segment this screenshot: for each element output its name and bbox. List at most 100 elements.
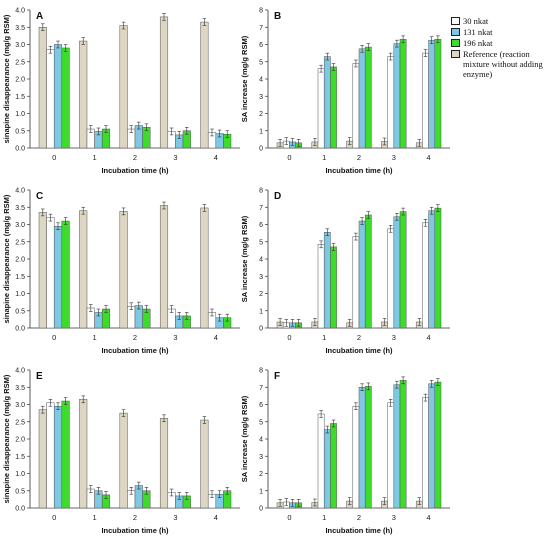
panel-b-x-tick-label: 2 <box>357 153 361 162</box>
panel-e-y-tick-label: 3.5 <box>15 385 25 392</box>
panel-e-bar <box>200 419 209 509</box>
panel-b-bar <box>399 39 407 149</box>
panel-d-bar <box>364 214 372 329</box>
panel-e-y-tick-label: 3.0 <box>15 402 25 409</box>
panel-b-y-tick-label: 2 <box>259 111 263 118</box>
panel-b-bar <box>317 68 325 149</box>
panel-d-x-tick-label: 0 <box>287 333 291 342</box>
panel-c-y-tick-label: 1.0 <box>15 291 25 298</box>
legend-label: 196 nkat <box>463 38 493 48</box>
panel-e-y-tick-label: 4.0 <box>15 368 25 375</box>
panel-c-bar <box>61 220 70 329</box>
panel-f-y-tick-label: 2 <box>259 471 263 478</box>
panel-d-y-axis-label: SA increase (mg/g RSM) <box>240 215 249 302</box>
panel-c-y-tick-label: 0.0 <box>15 326 25 333</box>
panel-c-bar <box>53 225 63 329</box>
panel-b-bar <box>323 56 331 149</box>
panel-f-x-tick-label: 1 <box>322 513 326 522</box>
panel-b-y-tick-label: 5 <box>259 59 263 66</box>
panel-d-y-tick-label: 2 <box>259 291 263 298</box>
panel-d-x-tick-label: 1 <box>322 333 326 342</box>
panel-a-letter: A <box>36 11 43 22</box>
panel-a-y-tick-label: 2.5 <box>15 59 25 66</box>
panel-a-bar <box>38 27 47 149</box>
panel-a-bar <box>200 21 209 149</box>
panel-f-bar <box>422 397 429 509</box>
panel-f-bar <box>317 413 325 509</box>
panel-a-x-tick-label: 2 <box>133 153 137 162</box>
legend-label: 131 nkat <box>463 27 493 37</box>
panel-c-y-tick-label: 1.5 <box>15 274 25 281</box>
panel-f-y-tick-label: 8 <box>259 368 263 375</box>
panel-d-y-tick-label: 1 <box>259 308 263 315</box>
panel-e-y-axis-label: sinapine disappearance (mg/g RSM) <box>2 374 11 503</box>
panel-f-x-tick-label: 3 <box>392 513 396 522</box>
panel-a-x-tick-label: 4 <box>214 153 218 162</box>
panel-b-y-tick-label: 4 <box>259 77 263 84</box>
panel-b-y-tick-label: 0 <box>259 146 263 153</box>
panel-a-y-tick-label: 0.0 <box>15 146 25 153</box>
panel-b-bar <box>393 43 401 149</box>
panel-c-x-tick-label: 1 <box>93 333 97 342</box>
panel-f-y-tick-label: 6 <box>259 402 263 409</box>
panel-a-y-tick-label: 2.0 <box>15 77 25 84</box>
panel-d-y-tick-label: 8 <box>259 188 263 195</box>
panel-e-x-tick-label: 1 <box>93 513 97 522</box>
legend: 30 nkat 131 nkat 196 nkat Reference (reacti… <box>451 16 543 80</box>
panel-c-bar <box>200 207 209 329</box>
panel-c-y-axis-label: sinapine disappearance (mg/g RSM) <box>2 194 11 323</box>
panel-a-y-tick-label: 3.0 <box>15 42 25 49</box>
panel-a-x-tick-label: 1 <box>93 153 97 162</box>
panel-c-letter: C <box>36 191 43 202</box>
panel-e-bar <box>46 402 55 509</box>
panel-b-bar <box>364 46 372 149</box>
panel-d-bar <box>399 211 407 329</box>
panel-f-letter: F <box>274 371 280 382</box>
panel-e-x-tick-label: 4 <box>214 513 218 522</box>
panel-b-bar <box>387 56 395 149</box>
panel-d-x-tick-label: 4 <box>427 333 431 342</box>
panel-c-y-tick-label: 2.0 <box>15 257 25 264</box>
panel-d-letter: D <box>274 191 281 202</box>
legend-swatch <box>451 50 460 58</box>
legend-item: 30 nkat <box>451 16 543 26</box>
panel-b-y-tick-label: 7 <box>259 25 263 32</box>
panel-d-y-tick-label: 3 <box>259 274 263 281</box>
panel-d-bar <box>387 228 395 329</box>
legend-swatch <box>451 39 460 47</box>
panel-b-bar <box>422 52 429 149</box>
panel-a-x-axis-label: Incubation time (h) <box>101 166 169 175</box>
panel-c-bar <box>46 217 55 329</box>
legend-item: 196 nkat <box>451 38 543 48</box>
panel-d-bar <box>422 222 429 329</box>
panel-b-x-tick-label: 1 <box>322 153 326 162</box>
panel-d-y-tick-label: 4 <box>259 257 263 264</box>
panel-a-bar <box>61 47 70 149</box>
panel-b-bar <box>428 39 436 149</box>
panel-a-x-tick-label: 3 <box>173 153 177 162</box>
legend-item: 131 nkat <box>451 27 543 37</box>
panel-e-bar <box>79 399 88 509</box>
panel-e-x-tick-label: 2 <box>133 513 137 522</box>
panel-e-y-tick-label: 1.0 <box>15 471 25 478</box>
panel-a-bar <box>79 40 88 149</box>
panel-c-bar <box>119 211 128 329</box>
panel-c-y-tick-label: 2.5 <box>15 239 25 246</box>
panel-e-y-tick-label: 0.0 <box>15 506 25 513</box>
panel-a-y-tick-label: 0.5 <box>15 128 25 135</box>
panel-b-x-tick-label: 3 <box>392 153 396 162</box>
panel-c-x-tick-label: 4 <box>214 333 218 342</box>
panel-d-x-axis-label: Incubation time (h) <box>325 346 393 355</box>
panel-c-y-tick-label: 0.5 <box>15 308 25 315</box>
panel-c-x-tick-label: 3 <box>173 333 177 342</box>
panel-b-x-tick-label: 4 <box>427 153 431 162</box>
panel-d-bar <box>428 210 436 329</box>
legend-swatch <box>451 17 460 25</box>
panel-a-y-tick-label: 4.0 <box>15 8 25 15</box>
panel-c-bar <box>159 205 169 329</box>
panel-a-y-tick-label: 3.5 <box>15 25 25 32</box>
panel-d-bar <box>317 244 325 329</box>
panel-e-bar <box>53 405 63 509</box>
panel-f-bar <box>393 384 401 509</box>
